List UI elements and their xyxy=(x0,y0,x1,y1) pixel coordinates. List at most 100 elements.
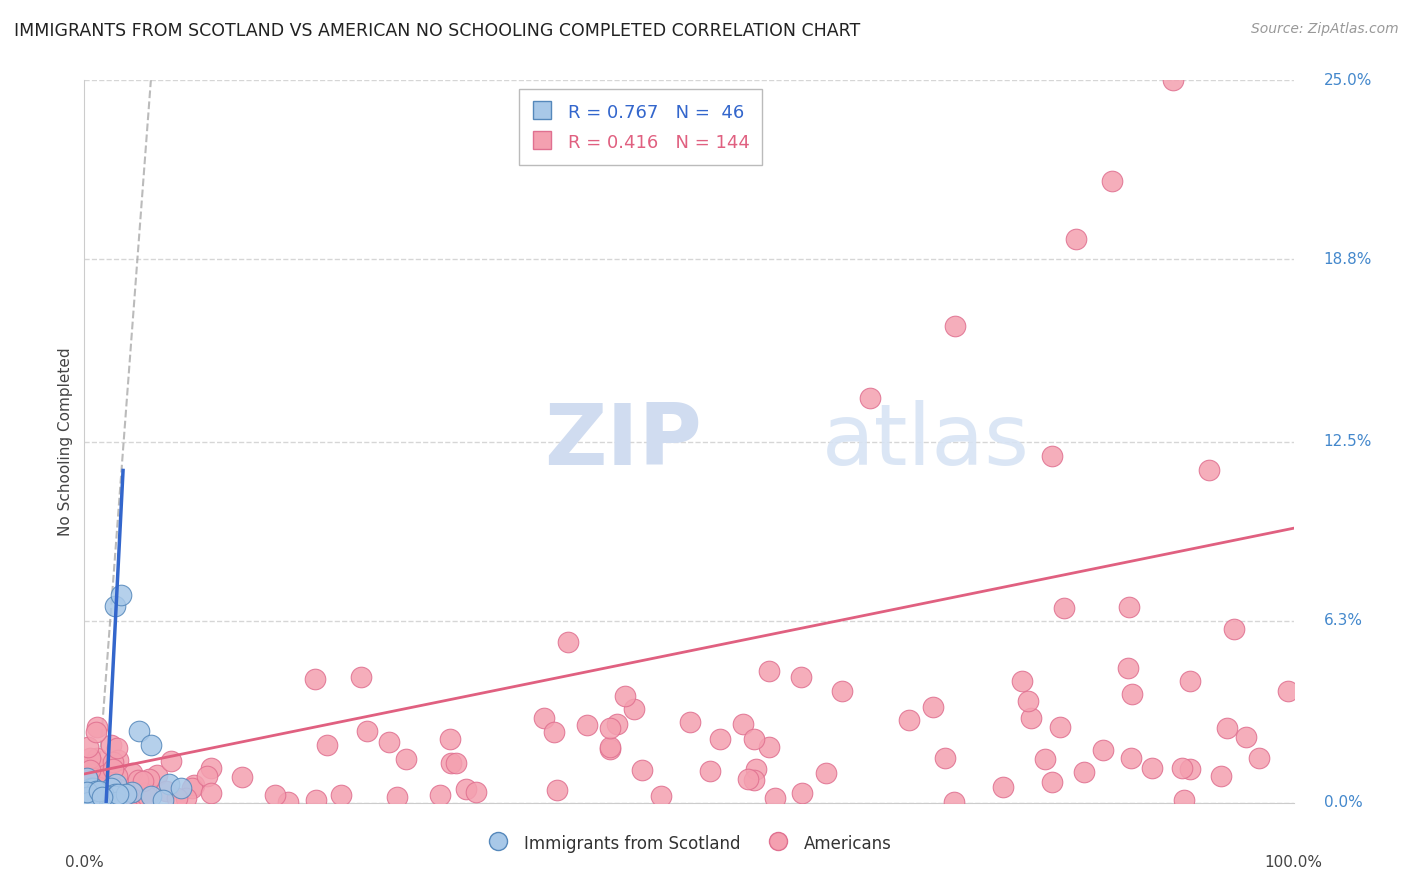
Point xyxy=(104,789,127,804)
Point xyxy=(87,795,110,809)
Text: 100.0%: 100.0% xyxy=(1264,855,1323,870)
Point xyxy=(1118,599,1140,614)
Point xyxy=(1234,730,1257,744)
Point xyxy=(101,755,124,769)
Point xyxy=(79,772,101,786)
Point xyxy=(378,734,401,748)
Point xyxy=(138,790,160,805)
Point xyxy=(77,780,100,795)
Point xyxy=(1049,720,1071,734)
Point xyxy=(98,786,121,800)
Point xyxy=(758,664,780,678)
Point xyxy=(100,780,122,795)
Point xyxy=(87,796,110,810)
Point xyxy=(139,789,162,803)
Point xyxy=(744,762,766,776)
Point xyxy=(129,787,152,801)
Point xyxy=(1073,764,1095,779)
Point xyxy=(789,671,811,685)
Point xyxy=(107,787,129,801)
Text: 25.0%: 25.0% xyxy=(1324,73,1372,87)
Point xyxy=(80,794,103,808)
Point xyxy=(170,781,193,796)
Point xyxy=(107,781,129,796)
Point xyxy=(599,739,621,754)
Point xyxy=(107,741,129,756)
Point xyxy=(107,753,129,767)
Point xyxy=(387,789,409,804)
Point xyxy=(91,794,114,808)
Point xyxy=(83,789,105,803)
Point xyxy=(77,789,100,803)
Point xyxy=(132,774,155,789)
Point xyxy=(1171,761,1194,775)
Point xyxy=(898,713,921,727)
Point xyxy=(77,786,100,800)
Point xyxy=(356,723,378,738)
Point xyxy=(174,791,197,805)
Point xyxy=(76,789,98,803)
Point xyxy=(699,764,721,778)
Text: 12.5%: 12.5% xyxy=(1324,434,1372,449)
Point xyxy=(1092,743,1115,757)
Point xyxy=(733,716,755,731)
Point xyxy=(79,750,101,764)
Point xyxy=(86,786,108,800)
Point xyxy=(76,771,98,785)
Point xyxy=(91,787,114,801)
Point xyxy=(146,767,169,781)
Point xyxy=(1021,711,1043,725)
Point xyxy=(101,762,124,776)
Point xyxy=(80,766,103,780)
Point xyxy=(86,720,108,734)
Point xyxy=(77,740,100,755)
Point xyxy=(160,754,183,768)
Point xyxy=(1142,761,1164,775)
Point xyxy=(79,763,101,777)
Point xyxy=(599,742,621,756)
Point xyxy=(121,785,143,799)
Point xyxy=(576,718,599,732)
Point xyxy=(765,791,787,805)
Point xyxy=(127,772,149,787)
Point xyxy=(87,791,110,805)
Point xyxy=(100,739,122,753)
Point xyxy=(1277,684,1299,698)
Point xyxy=(1011,673,1033,688)
Point xyxy=(76,786,98,800)
Point xyxy=(1101,174,1123,188)
Point xyxy=(831,684,853,698)
Point xyxy=(859,391,882,405)
Point xyxy=(94,768,117,782)
Point xyxy=(792,786,814,800)
Point xyxy=(94,785,117,799)
Point xyxy=(155,784,177,798)
Text: IMMIGRANTS FROM SCOTLAND VS AMERICAN NO SCHOOLING COMPLETED CORRELATION CHART: IMMIGRANTS FROM SCOTLAND VS AMERICAN NO … xyxy=(14,22,860,40)
Point xyxy=(533,711,555,725)
Point xyxy=(115,787,138,801)
Point xyxy=(1173,793,1195,807)
Point xyxy=(1121,751,1143,765)
Point xyxy=(77,794,100,808)
Point xyxy=(305,793,328,807)
Point xyxy=(76,791,98,805)
Point xyxy=(82,756,104,771)
Point xyxy=(152,793,174,807)
Point xyxy=(76,792,98,806)
Point xyxy=(107,795,129,809)
Point xyxy=(814,765,837,780)
Point xyxy=(1216,721,1239,735)
Point xyxy=(77,795,100,809)
Point xyxy=(1198,463,1220,477)
Point xyxy=(1121,687,1143,701)
Point xyxy=(200,761,222,775)
Point xyxy=(737,772,759,786)
Point xyxy=(1040,774,1063,789)
Point xyxy=(110,588,132,602)
Point xyxy=(304,672,326,686)
Point xyxy=(1040,449,1063,463)
Point xyxy=(195,769,218,783)
Point xyxy=(98,791,121,805)
Point xyxy=(76,794,98,808)
Point xyxy=(100,789,122,803)
